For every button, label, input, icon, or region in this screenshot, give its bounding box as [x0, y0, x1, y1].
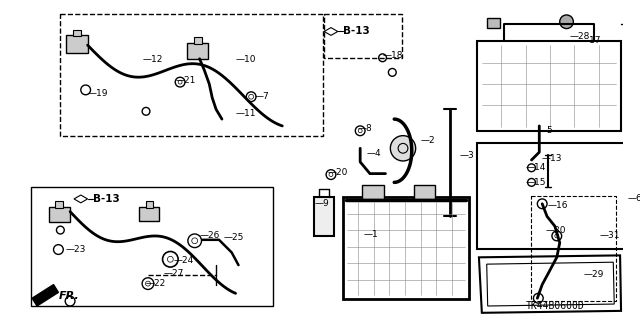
Text: —13: —13 — [541, 153, 562, 163]
Text: B-13: B-13 — [342, 26, 369, 36]
Bar — [31, 187, 273, 306]
Text: —10: —10 — [236, 55, 256, 64]
Text: —27: —27 — [164, 269, 184, 278]
Text: —24: —24 — [173, 256, 193, 265]
Bar — [342, 197, 469, 299]
Text: —9: —9 — [314, 199, 329, 208]
Bar — [187, 43, 208, 59]
Bar — [486, 18, 500, 28]
Text: B-13: B-13 — [93, 194, 120, 204]
Text: —19: —19 — [88, 89, 108, 98]
Bar — [314, 197, 334, 236]
Text: FR.: FR. — [58, 291, 79, 301]
Text: —11: —11 — [236, 109, 256, 118]
Text: —7: —7 — [255, 92, 270, 101]
Bar — [324, 14, 402, 58]
Text: —30: —30 — [545, 226, 566, 234]
Bar — [362, 185, 383, 199]
Polygon shape — [324, 28, 338, 35]
Text: —23: —23 — [65, 245, 86, 254]
Bar — [413, 185, 435, 199]
Bar — [140, 207, 159, 221]
Text: —5: —5 — [538, 126, 553, 135]
Polygon shape — [74, 195, 88, 203]
Text: —18: —18 — [383, 51, 403, 60]
Text: —1: —1 — [363, 230, 378, 240]
Text: TK44B0600D: TK44B0600D — [525, 301, 584, 311]
Text: —21: —21 — [175, 76, 196, 85]
Bar — [531, 196, 616, 301]
Text: —17: —17 — [580, 36, 601, 45]
Text: —20: —20 — [327, 168, 348, 177]
Text: —15: —15 — [525, 178, 546, 187]
Bar — [56, 201, 63, 208]
Bar — [49, 207, 70, 222]
Text: —29: —29 — [584, 270, 604, 279]
Text: —14: —14 — [525, 163, 546, 172]
Text: —16: —16 — [548, 201, 568, 210]
Text: —28: —28 — [570, 32, 590, 41]
Text: —22: —22 — [146, 279, 166, 288]
Text: —31: —31 — [600, 231, 620, 241]
Bar — [146, 201, 153, 208]
Bar — [73, 30, 81, 36]
Bar — [477, 144, 625, 249]
Bar — [60, 14, 323, 136]
Text: —3: —3 — [460, 151, 474, 160]
Text: —25: —25 — [224, 234, 244, 242]
Text: —12: —12 — [142, 55, 163, 64]
Polygon shape — [32, 285, 58, 306]
Circle shape — [390, 136, 415, 161]
Circle shape — [560, 15, 573, 29]
Bar — [66, 35, 88, 53]
Text: —4: —4 — [367, 149, 381, 158]
Bar — [477, 41, 621, 131]
Text: —2: —2 — [420, 136, 435, 145]
Text: —26: —26 — [200, 231, 220, 241]
Bar — [194, 37, 202, 44]
Text: —8: —8 — [357, 124, 372, 133]
Text: —6: —6 — [628, 194, 640, 204]
